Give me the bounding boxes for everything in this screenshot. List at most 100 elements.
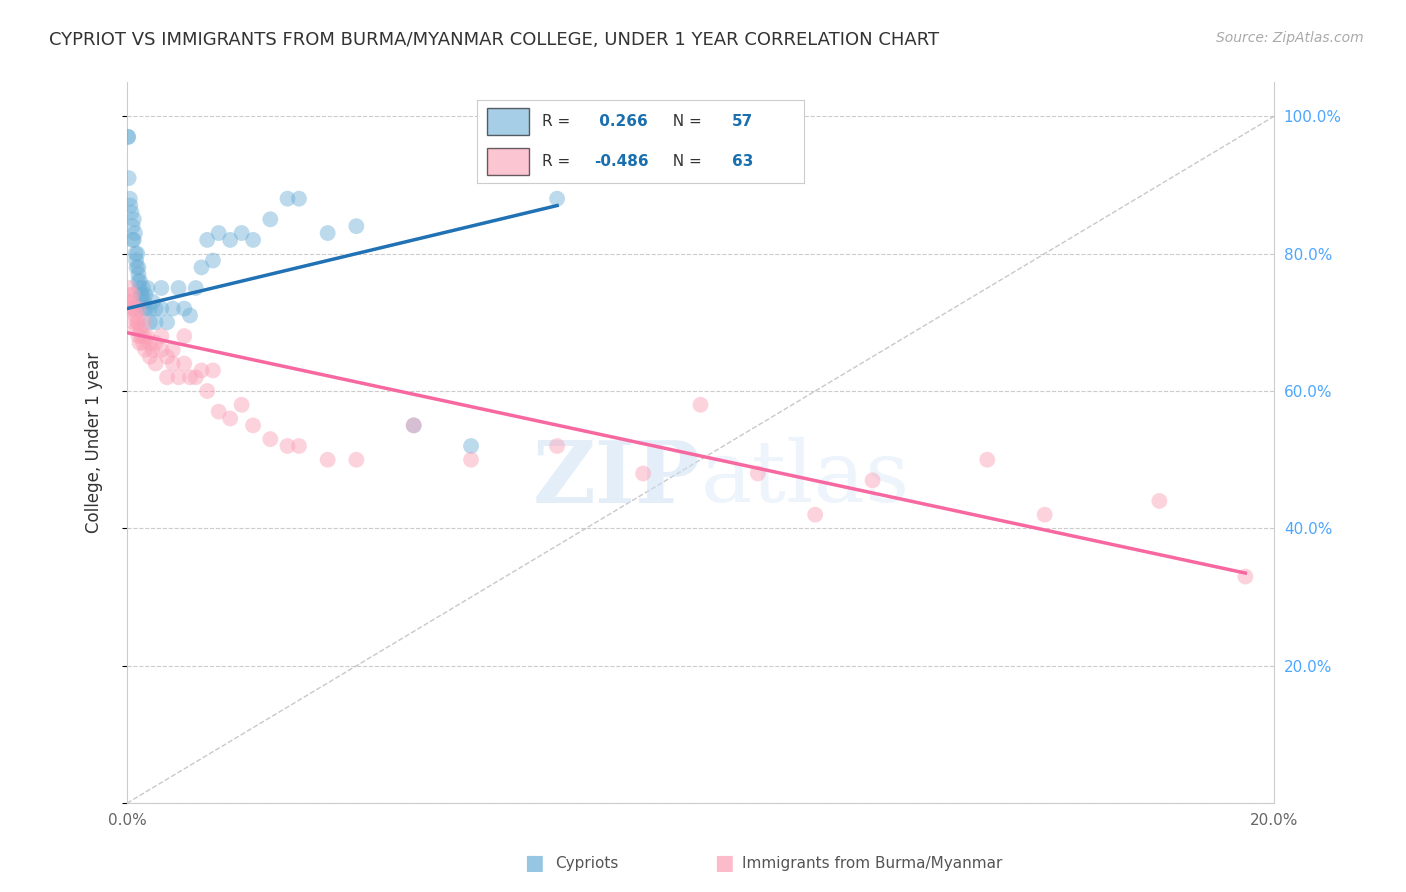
Y-axis label: College, Under 1 year: College, Under 1 year	[86, 352, 103, 533]
Point	[162, 343, 184, 357]
Point	[259, 212, 281, 227]
Point	[129, 294, 152, 309]
Point	[129, 329, 152, 343]
Point	[190, 363, 212, 377]
Point	[173, 329, 195, 343]
Point	[1234, 569, 1257, 583]
Point	[156, 315, 179, 329]
Point	[127, 301, 149, 316]
Point	[156, 350, 179, 364]
Point	[402, 418, 425, 433]
Text: CYPRIOT VS IMMIGRANTS FROM BURMA/MYANMAR COLLEGE, UNDER 1 YEAR CORRELATION CHART: CYPRIOT VS IMMIGRANTS FROM BURMA/MYANMAR…	[49, 31, 939, 49]
Text: Immigrants from Burma/Myanmar: Immigrants from Burma/Myanmar	[742, 856, 1002, 871]
Point	[127, 267, 149, 281]
Point	[276, 192, 298, 206]
Point	[1149, 494, 1171, 508]
Point	[344, 452, 367, 467]
Point	[124, 246, 146, 260]
Text: ■: ■	[524, 854, 544, 873]
Point	[127, 315, 149, 329]
Point	[121, 301, 143, 316]
Point	[139, 315, 162, 329]
Point	[460, 452, 482, 467]
Point	[139, 335, 162, 350]
Point	[1033, 508, 1056, 522]
Point	[162, 301, 184, 316]
Text: atlas: atlas	[700, 437, 910, 520]
Point	[167, 281, 190, 295]
Point	[134, 288, 156, 302]
Point	[134, 315, 156, 329]
Point	[128, 335, 150, 350]
Point	[156, 370, 179, 384]
Point	[184, 370, 207, 384]
Point	[219, 411, 242, 425]
Point	[132, 335, 155, 350]
Point	[316, 452, 339, 467]
Point	[127, 246, 149, 260]
Point	[631, 467, 654, 481]
Point	[121, 288, 143, 302]
Point	[128, 281, 150, 295]
Point	[145, 335, 167, 350]
Point	[242, 233, 264, 247]
Point	[118, 301, 141, 316]
Point	[129, 274, 152, 288]
Point	[129, 288, 152, 302]
Point	[288, 439, 311, 453]
Point	[173, 357, 195, 371]
Point	[862, 474, 884, 488]
Text: Source: ZipAtlas.com: Source: ZipAtlas.com	[1216, 31, 1364, 45]
Point	[231, 398, 253, 412]
Point	[127, 315, 149, 329]
Point	[139, 301, 162, 316]
Point	[121, 294, 143, 309]
Point	[344, 219, 367, 234]
Point	[184, 281, 207, 295]
Point	[162, 357, 184, 371]
Point	[121, 233, 143, 247]
Point	[122, 315, 145, 329]
Point	[117, 294, 139, 309]
Point	[127, 329, 149, 343]
Point	[219, 233, 242, 247]
Point	[118, 192, 141, 206]
Point	[135, 301, 157, 316]
Point	[179, 370, 201, 384]
Point	[150, 301, 173, 316]
Point	[546, 192, 568, 206]
Point	[460, 439, 482, 453]
Point	[276, 439, 298, 453]
Point	[134, 294, 156, 309]
Point	[231, 226, 253, 240]
Point	[173, 301, 195, 316]
Point	[122, 233, 145, 247]
Point	[122, 212, 145, 227]
Point	[131, 288, 153, 302]
Point	[201, 253, 224, 268]
Point	[127, 274, 149, 288]
Point	[124, 301, 146, 316]
Point	[134, 329, 156, 343]
Point	[136, 281, 159, 295]
Point	[117, 129, 139, 144]
Point	[150, 343, 173, 357]
Point	[142, 294, 165, 309]
Point	[127, 260, 149, 275]
Point	[117, 129, 139, 144]
Point	[288, 192, 311, 206]
Text: ZIP: ZIP	[533, 436, 700, 521]
Point	[134, 343, 156, 357]
Point	[121, 205, 143, 219]
Point	[125, 253, 148, 268]
Point	[208, 226, 231, 240]
Point	[145, 301, 167, 316]
Point	[145, 315, 167, 329]
Point	[136, 329, 159, 343]
Point	[195, 384, 218, 398]
Point	[124, 226, 146, 240]
Point	[208, 404, 231, 418]
Point	[125, 322, 148, 336]
Point	[259, 432, 281, 446]
Point	[242, 418, 264, 433]
